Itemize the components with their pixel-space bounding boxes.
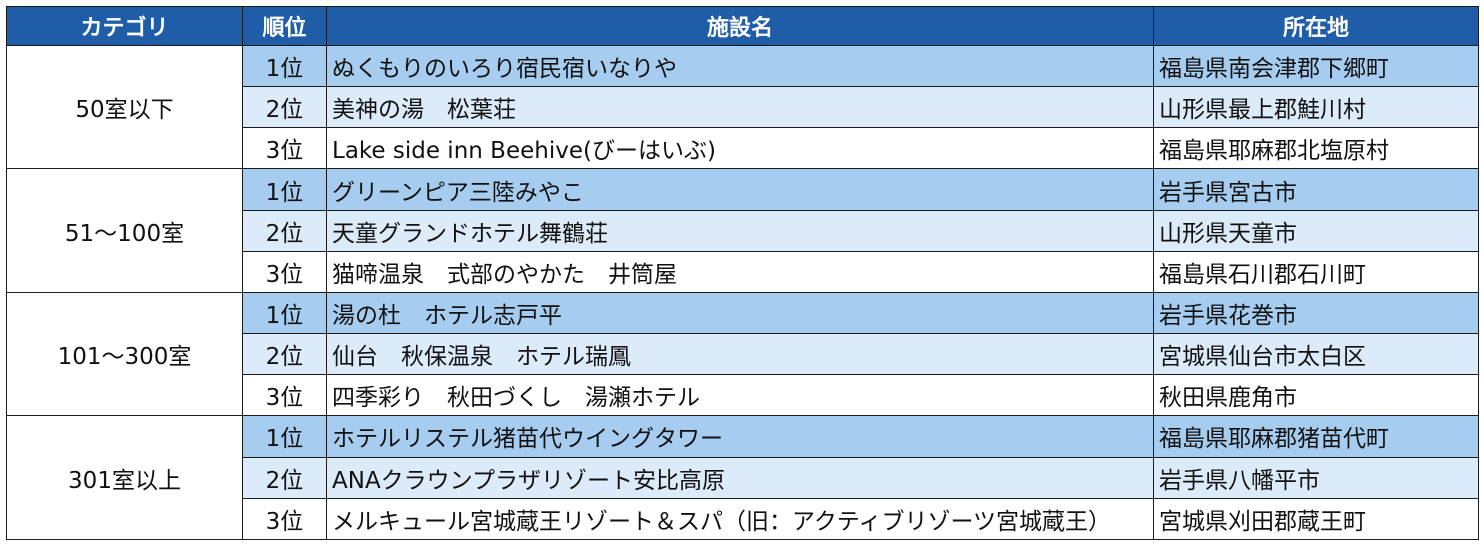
table-row: 51～100室 1位 グリーンピア三陸みやこ 岩手県宮古市: [6, 168, 1479, 293]
category-cell: 101～300室: [6, 291, 243, 417]
ranking-table: カテゴリ 順位 施設名 所在地 50室以下 1位 ぬくもりのいろり宿民宿いなりや…: [6, 6, 1479, 541]
table-body: 50室以下 1位 ぬくもりのいろり宿民宿いなりや 福島県南会津郡下郷町 2位 美…: [6, 44, 1479, 541]
location-cell: 秋田県鹿角市: [1153, 374, 1479, 417]
facility-name-cell: ホテルリステル猪苗代ウイングタワー: [326, 415, 1154, 458]
rank-cell: 2位: [242, 209, 327, 252]
location-cell: 福島県耶麻郡北塩原村: [1153, 127, 1479, 170]
rank-cell: 2位: [242, 333, 327, 376]
rank-cell: 3位: [242, 497, 327, 541]
rank-cell: 3位: [242, 374, 327, 417]
header-row: カテゴリ 順位 施設名 所在地: [6, 6, 1479, 46]
facility-name-cell: 美神の湯 松葉荘: [326, 86, 1154, 129]
facility-name-cell: 猫啼温泉 式部のやかた 井筒屋: [326, 250, 1154, 293]
category-cell: 301室以上: [6, 415, 243, 540]
facility-name-cell: ANAクラウンプラザリゾート安比高原: [326, 456, 1154, 499]
rank-cell: 3位: [242, 127, 327, 170]
rank-cell: 1位: [242, 44, 327, 88]
facility-name-cell: 仙台 秋保温泉 ホテル瑞鳳: [326, 333, 1154, 376]
rank-cell: 3位: [242, 250, 327, 293]
location-cell: 岩手県八幡平市: [1153, 456, 1479, 499]
location-cell: 岩手県宮古市: [1153, 168, 1479, 211]
rank-cell: 2位: [242, 456, 327, 499]
table-row: 2位 ANAクラウンプラザリゾート安比高原 岩手県八幡平市: [7, 456, 1479, 499]
table-header: カテゴリ 順位 施設名 所在地: [6, 6, 1479, 46]
facility-name-cell: ぬくもりのいろり宿民宿いなりや: [326, 44, 1154, 88]
header-facility: 施設名: [326, 6, 1154, 46]
table-row: 3位 Lake side inn Beehive(びーはいぶ) 福島県耶麻郡北塩…: [7, 127, 1479, 170]
rank-cell: 2位: [242, 86, 327, 129]
facility-name-cell: 四季彩り 秋田づくし 湯瀬ホテル: [326, 374, 1154, 417]
location-cell: 福島県耶麻郡猪苗代町: [1153, 415, 1479, 458]
facility-name-cell: 湯の杜 ホテル志戸平: [326, 291, 1154, 335]
table-row: 50室以下 1位 ぬくもりのいろり宿民宿いなりや 福島県南会津郡下郷町: [6, 44, 1479, 170]
facility-name-cell: Lake side inn Beehive(びーはいぶ): [326, 127, 1154, 170]
facility-name-cell: グリーンピア三陸みやこ: [326, 168, 1154, 211]
rank-cell: 1位: [242, 415, 327, 458]
location-cell: 宮城県刈田郡蔵王町: [1153, 497, 1479, 541]
table-row: 3位 メルキュール宮城蔵王リゾート＆スパ（旧：アクティブリゾーツ宮城蔵王） 宮城…: [7, 497, 1479, 541]
table-row: 301室以上 1位 ホテルリステル猪苗代ウイングタワー 福島県耶麻郡猪苗代町: [6, 415, 1479, 540]
location-cell: 山形県最上郡鮭川村: [1153, 86, 1479, 129]
header-rank: 順位: [242, 6, 327, 46]
header-location: 所在地: [1153, 6, 1479, 46]
category-cell: 51～100室: [6, 168, 243, 293]
location-cell: 宮城県仙台市太白区: [1153, 333, 1479, 376]
table-row: 2位 美神の湯 松葉荘 山形県最上郡鮭川村: [7, 86, 1479, 129]
rank-cell: 1位: [242, 168, 327, 211]
category-cell: 50室以下: [6, 44, 243, 170]
table-row: 3位 猫啼温泉 式部のやかた 井筒屋 福島県石川郡石川町: [7, 250, 1479, 293]
rank-cell: 1位: [242, 291, 327, 335]
location-cell: 岩手県花巻市: [1153, 291, 1479, 335]
location-cell: 福島県南会津郡下郷町: [1153, 44, 1479, 88]
facility-name-cell: 天童グランドホテル舞鶴荘: [326, 209, 1154, 252]
table-row: 2位 天童グランドホテル舞鶴荘 山形県天童市: [7, 209, 1479, 252]
facility-name-cell: メルキュール宮城蔵王リゾート＆スパ（旧：アクティブリゾーツ宮城蔵王）: [326, 497, 1154, 541]
location-cell: 山形県天童市: [1153, 209, 1479, 252]
header-category: カテゴリ: [6, 6, 243, 46]
table-row: 101～300室 1位 湯の杜 ホテル志戸平 岩手県花巻市: [6, 291, 1479, 417]
location-cell: 福島県石川郡石川町: [1153, 250, 1479, 293]
